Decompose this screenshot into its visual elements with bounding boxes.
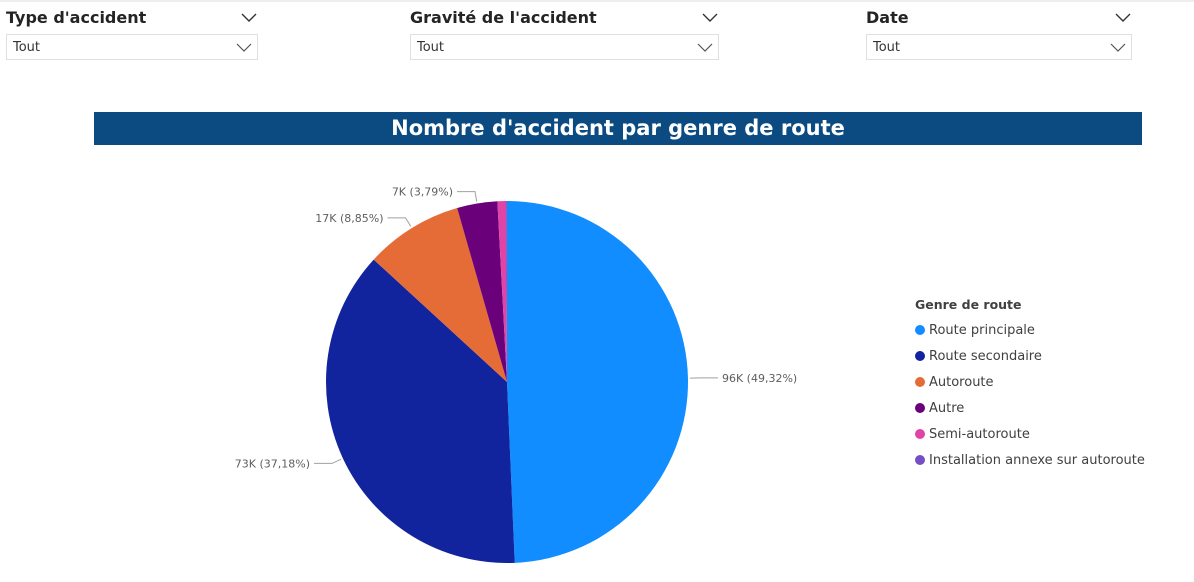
data-label: 73K (37,18%) xyxy=(235,457,310,470)
data-label: 7K (3,79%) xyxy=(392,186,453,199)
slicer-title: Gravité de l'accident xyxy=(410,7,597,27)
legend: Genre de route Route principale Route sec… xyxy=(915,297,1145,473)
slicer-title: Type d'accident xyxy=(6,7,147,27)
slicer-date: Date Tout xyxy=(866,4,1132,60)
chart-title: Nombre d'accident par genre de route xyxy=(94,112,1142,145)
slicer-title: Date xyxy=(866,7,909,27)
pie-slice-semi-autoroute[interactable] xyxy=(497,201,507,382)
chevron-down-icon xyxy=(697,43,713,52)
label-leader-line xyxy=(387,217,412,227)
legend-marker xyxy=(915,429,925,439)
slicer-value: Tout xyxy=(13,39,41,55)
slicer-type-accident: Type d'accident Tout xyxy=(6,4,258,60)
legend-label: Semi-autoroute xyxy=(929,426,1030,442)
slicer-header[interactable]: Date xyxy=(866,4,1132,30)
chevron-down-icon[interactable] xyxy=(1114,8,1132,26)
legend-marker xyxy=(915,455,925,465)
data-label: 96K (49,32%) xyxy=(722,372,797,385)
slicer-dropdown[interactable]: Tout xyxy=(410,34,719,60)
slicer-header[interactable]: Gravité de l'accident xyxy=(410,4,719,30)
label-leader-line xyxy=(457,191,478,202)
slicer-value: Tout xyxy=(873,39,901,55)
legend-item[interactable]: Semi-autoroute xyxy=(915,421,1145,447)
top-border xyxy=(0,0,1194,2)
legend-item[interactable]: Installation annexe sur autoroute xyxy=(915,447,1145,473)
legend-marker xyxy=(915,403,925,413)
legend-label: Autoroute xyxy=(929,374,994,390)
legend-marker xyxy=(915,351,925,361)
slicer-header[interactable]: Type d'accident xyxy=(6,4,258,30)
slicer-dropdown[interactable]: Tout xyxy=(866,34,1132,60)
legend-title: Genre de route xyxy=(915,297,1022,312)
pie-slices xyxy=(326,201,689,563)
pie-slice-autre[interactable] xyxy=(457,201,507,382)
legend-item[interactable]: Autoroute xyxy=(915,369,1145,395)
data-label: 17K (8,85%) xyxy=(315,212,383,225)
pie-slice-route-principale[interactable] xyxy=(507,201,689,563)
legend-marker xyxy=(915,325,925,335)
legend-label: Route secondaire xyxy=(929,348,1042,364)
slicer-value: Tout xyxy=(417,39,445,55)
legend-item[interactable]: Autre xyxy=(915,395,1145,421)
chevron-down-icon xyxy=(1110,43,1126,52)
pie-slice-installation-annexe-sur-autoroute[interactable] xyxy=(506,201,507,382)
pie-slice-autoroute[interactable] xyxy=(373,208,507,382)
chevron-down-icon xyxy=(236,43,252,52)
chevron-down-icon[interactable] xyxy=(240,8,258,26)
pie-slice-route-secondaire[interactable] xyxy=(326,259,515,563)
chevron-down-icon[interactable] xyxy=(701,8,719,26)
legend-label: Autre xyxy=(929,400,965,416)
legend-label: Route principale xyxy=(929,322,1035,338)
slicer-gravite-accident: Gravité de l'accident Tout xyxy=(410,4,719,60)
legend-item[interactable]: Route secondaire xyxy=(915,343,1145,369)
data-labels: 96K (49,32%) 73K (37,18%) 17K (8,85%) 7K (3… xyxy=(235,186,797,471)
label-leader-line xyxy=(314,458,342,464)
legend-items: Route principale Route secondaire Autorout… xyxy=(915,317,1145,473)
legend-label: Installation annexe sur autoroute xyxy=(929,452,1145,468)
legend-item[interactable]: Route principale xyxy=(915,317,1145,343)
legend-marker xyxy=(915,377,925,387)
slicer-dropdown[interactable]: Tout xyxy=(6,34,258,60)
